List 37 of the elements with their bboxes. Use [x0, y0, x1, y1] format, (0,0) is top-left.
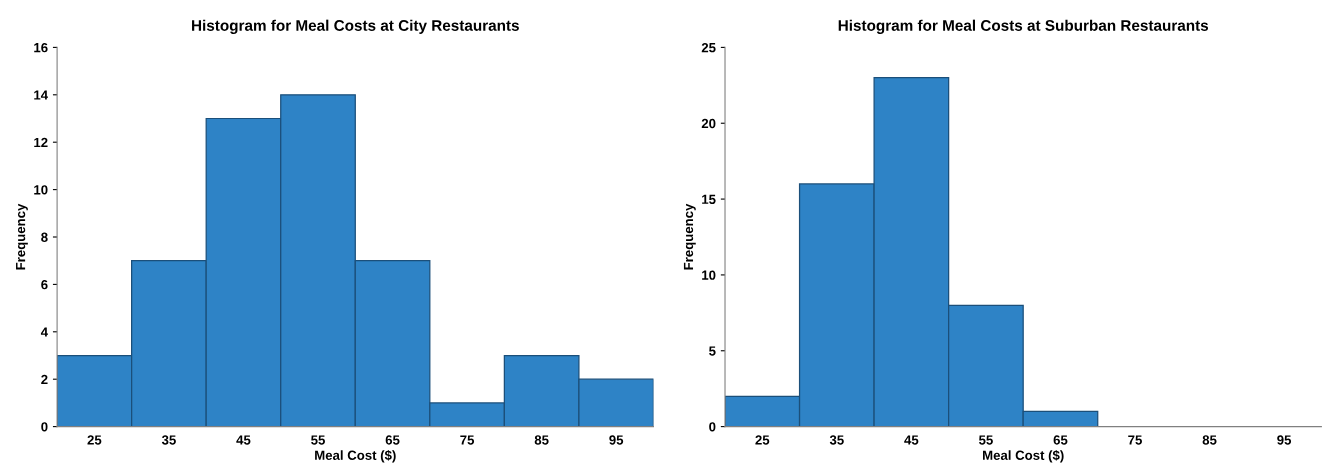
x-tick-label: 35: [829, 435, 844, 445]
x-tick-label: 35: [161, 435, 176, 445]
y-tick-label: 0: [709, 422, 716, 432]
y-tick-label: 8: [41, 232, 48, 242]
y-tick-label: 25: [701, 42, 716, 53]
y-tick-label: 14: [34, 90, 49, 100]
y-tick-label: 12: [34, 137, 48, 147]
y-tick-label: 2: [41, 374, 48, 384]
x-tick-label: 45: [236, 435, 251, 445]
x-tick-label: 85: [534, 435, 549, 445]
y-axis-title: Frequency: [683, 203, 696, 270]
chart-title: Histogram for Meal Costs at City Restaurants: [192, 19, 519, 34]
x-tick-label: 75: [460, 435, 475, 445]
x-tick-label: 25: [87, 435, 102, 445]
y-tick-label: 15: [702, 194, 716, 204]
x-tick-label: 95: [1277, 435, 1292, 445]
y-tick-label: 0: [41, 422, 48, 432]
x-tick-label: 45: [904, 435, 919, 445]
x-tick-label: 65: [385, 435, 400, 445]
y-tick-label: 5: [709, 346, 716, 356]
x-axis-title: Meal Cost ($): [983, 450, 1064, 463]
x-tick-label: 75: [1128, 435, 1142, 445]
x-axis-title: Meal Cost ($): [315, 450, 396, 463]
y-tick-label: 10: [34, 185, 48, 195]
y-tick-label: 6: [41, 279, 48, 290]
x-tick-label: 65: [1053, 435, 1068, 445]
y-tick-label: 10: [702, 270, 716, 280]
x-tick-label: 55: [311, 435, 325, 445]
y-tick-label: 16: [34, 42, 48, 53]
y-tick-label: 20: [701, 118, 716, 129]
x-tick-label: 85: [1202, 435, 1217, 445]
y-axis-title: Frequency: [16, 203, 28, 270]
x-tick-label: 55: [978, 435, 993, 445]
x-tick-label: 25: [755, 435, 770, 445]
x-tick-label: 95: [609, 435, 624, 445]
chart-title: Histogram for Meal Costs at Suburban Restaurants: [838, 19, 1209, 34]
y-tick-label: 4: [40, 327, 49, 337]
